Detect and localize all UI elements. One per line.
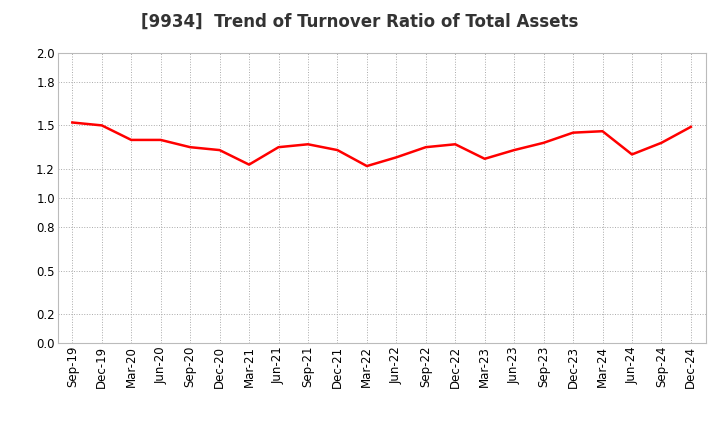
Text: [9934]  Trend of Turnover Ratio of Total Assets: [9934] Trend of Turnover Ratio of Total … — [141, 13, 579, 31]
